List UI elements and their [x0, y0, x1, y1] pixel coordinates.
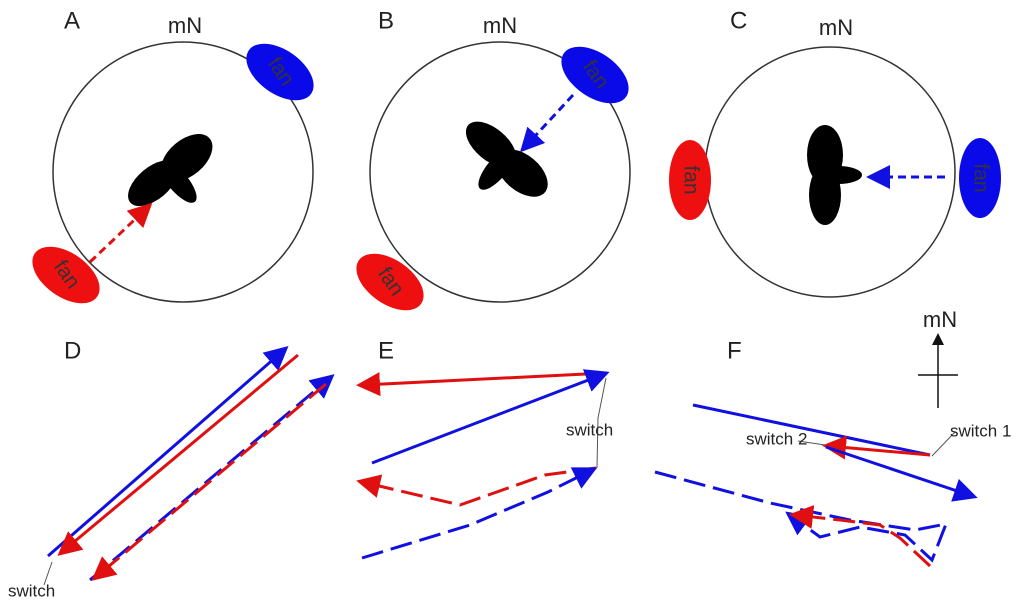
moth — [807, 125, 862, 225]
fan-label: fan — [969, 163, 992, 192]
north-label: mN — [483, 13, 517, 38]
panel-label: C — [730, 7, 747, 34]
track — [48, 350, 284, 556]
panel-c: C mN fan fan — [669, 7, 1001, 297]
track — [362, 470, 592, 558]
wind-arrow — [524, 95, 573, 148]
moth — [442, 113, 557, 222]
panel-label: D — [64, 337, 81, 364]
track — [62, 355, 298, 552]
panel-d: D switch — [8, 337, 330, 600]
track — [826, 447, 972, 496]
wind-arrow — [90, 207, 148, 262]
panel-label: B — [378, 7, 394, 34]
panel-e: E switch — [362, 337, 613, 558]
annotation: switch — [566, 420, 613, 439]
panel-b: B mN fan fan — [346, 7, 638, 321]
fan-label: fan — [679, 165, 702, 194]
track — [362, 373, 606, 385]
track — [655, 472, 946, 560]
panel-f: F mN switch 1 switch 2 — [655, 307, 1011, 566]
north-label: mN — [168, 13, 202, 38]
figure: A mN fan fan B mN fan fan C mN fan fan D… — [0, 0, 1028, 605]
track — [693, 405, 930, 455]
panel-label: A — [64, 7, 80, 34]
north-label: mN — [819, 15, 853, 40]
panel-label: E — [378, 337, 394, 364]
annotation: switch 1 — [950, 421, 1011, 440]
panel-label: F — [727, 337, 742, 364]
annotation: switch — [8, 581, 55, 600]
annotation: switch 2 — [746, 429, 807, 448]
panel-a: A mN fan fan — [22, 7, 323, 314]
track — [90, 378, 330, 580]
moth — [120, 125, 235, 234]
north-label: mN — [923, 307, 957, 332]
track — [372, 374, 604, 463]
